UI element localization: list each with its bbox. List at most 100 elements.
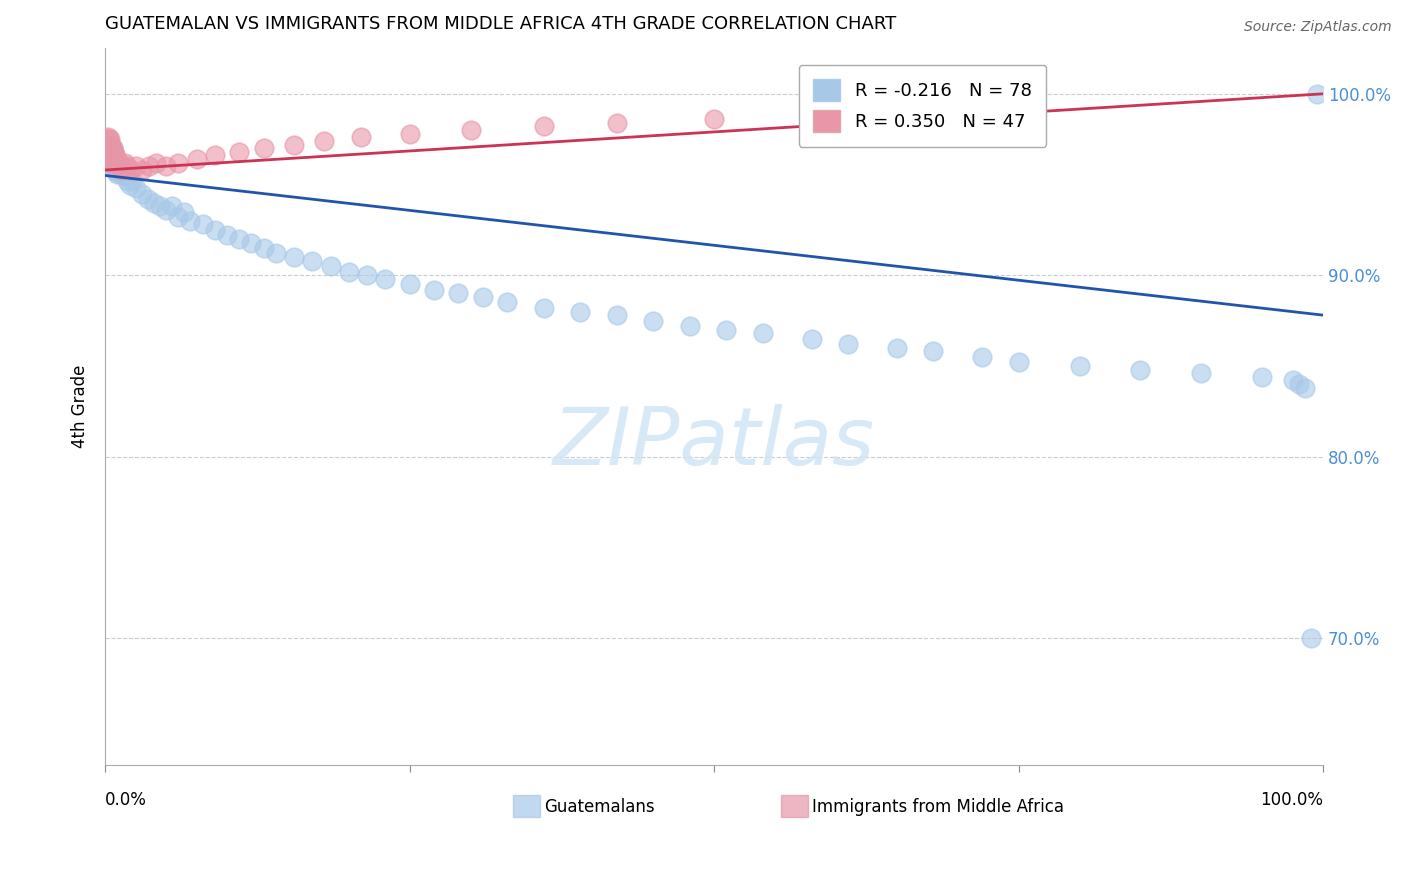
- Point: [97, 148, 120, 162]
- Point: [173, 204, 195, 219]
- Text: 100.0%: 100.0%: [1260, 790, 1323, 808]
- Point: [100, 148, 122, 162]
- Legend: R = -0.216   N = 78, R = 0.350   N = 47: R = -0.216 N = 78, R = 0.350 N = 47: [799, 64, 1046, 146]
- Text: ZIPatlas: ZIPatlas: [553, 403, 876, 482]
- Point: [97, 145, 120, 159]
- Point: [105, 150, 128, 164]
- Point: [204, 223, 226, 237]
- Point: [105, 152, 128, 166]
- Point: [114, 155, 136, 169]
- Point: [98, 145, 121, 159]
- Point: [283, 250, 305, 264]
- Point: [350, 130, 373, 145]
- Point: [96, 132, 118, 146]
- Point: [215, 228, 238, 243]
- Point: [145, 155, 167, 169]
- Point: [142, 195, 165, 210]
- Point: [110, 160, 132, 174]
- Point: [111, 163, 134, 178]
- Point: [104, 148, 127, 162]
- Point: [97, 145, 120, 159]
- Point: [101, 152, 124, 166]
- Point: [149, 199, 172, 213]
- Point: [112, 163, 135, 178]
- Point: [447, 286, 470, 301]
- Point: [155, 160, 177, 174]
- Point: [922, 344, 945, 359]
- Point: [471, 290, 494, 304]
- Point: [121, 174, 143, 188]
- Point: [167, 210, 190, 224]
- Point: [886, 341, 908, 355]
- Point: [136, 192, 159, 206]
- Point: [716, 323, 738, 337]
- Point: [131, 186, 153, 201]
- Text: 0.0%: 0.0%: [105, 790, 148, 808]
- Point: [115, 174, 138, 188]
- Point: [101, 152, 124, 166]
- Text: Immigrants from Middle Africa: Immigrants from Middle Africa: [811, 797, 1063, 815]
- Point: [100, 137, 122, 152]
- Point: [301, 253, 323, 268]
- Point: [356, 268, 378, 283]
- Point: [107, 155, 129, 169]
- Point: [1251, 369, 1274, 384]
- Point: [101, 141, 124, 155]
- Point: [115, 160, 138, 174]
- Text: Guatemalans: Guatemalans: [544, 797, 654, 815]
- Point: [240, 235, 263, 250]
- Point: [118, 178, 141, 192]
- Point: [1008, 355, 1031, 369]
- Point: [496, 295, 519, 310]
- Point: [108, 155, 131, 169]
- Point: [97, 141, 120, 155]
- Point: [179, 214, 201, 228]
- Point: [398, 127, 420, 141]
- Text: GUATEMALAN VS IMMIGRANTS FROM MIDDLE AFRICA 4TH GRADE CORRELATION CHART: GUATEMALAN VS IMMIGRANTS FROM MIDDLE AFR…: [105, 15, 897, 33]
- Point: [103, 145, 125, 159]
- Point: [98, 137, 121, 152]
- Point: [138, 160, 160, 174]
- Point: [679, 319, 702, 334]
- Y-axis label: 4th Grade: 4th Grade: [72, 365, 89, 449]
- Point: [114, 167, 136, 181]
- Point: [252, 141, 274, 155]
- Point: [228, 145, 250, 159]
- Point: [155, 202, 177, 217]
- Point: [104, 163, 127, 178]
- Point: [283, 137, 305, 152]
- Point: [97, 141, 120, 155]
- Point: [103, 160, 125, 174]
- Point: [1129, 362, 1152, 376]
- Point: [98, 152, 121, 166]
- Point: [98, 152, 121, 166]
- Point: [703, 112, 725, 127]
- Point: [972, 350, 994, 364]
- Point: [105, 165, 128, 179]
- Point: [191, 218, 214, 232]
- Point: [105, 152, 128, 166]
- Point: [423, 283, 446, 297]
- Point: [97, 137, 120, 152]
- Text: Source: ZipAtlas.com: Source: ZipAtlas.com: [1244, 20, 1392, 34]
- Point: [160, 199, 183, 213]
- Point: [1294, 381, 1316, 395]
- Point: [105, 167, 128, 181]
- Point: [100, 155, 122, 169]
- Point: [111, 169, 134, 183]
- Point: [228, 232, 250, 246]
- Point: [946, 95, 969, 110]
- Point: [167, 155, 190, 169]
- Point: [108, 163, 131, 178]
- Point: [97, 148, 120, 162]
- Point: [107, 160, 129, 174]
- Point: [398, 277, 420, 292]
- Point: [1299, 631, 1322, 645]
- Point: [97, 139, 120, 153]
- Point: [752, 326, 775, 341]
- Point: [96, 141, 118, 155]
- Bar: [513, 795, 540, 817]
- Point: [800, 332, 823, 346]
- Point: [1069, 359, 1091, 373]
- Point: [825, 105, 848, 120]
